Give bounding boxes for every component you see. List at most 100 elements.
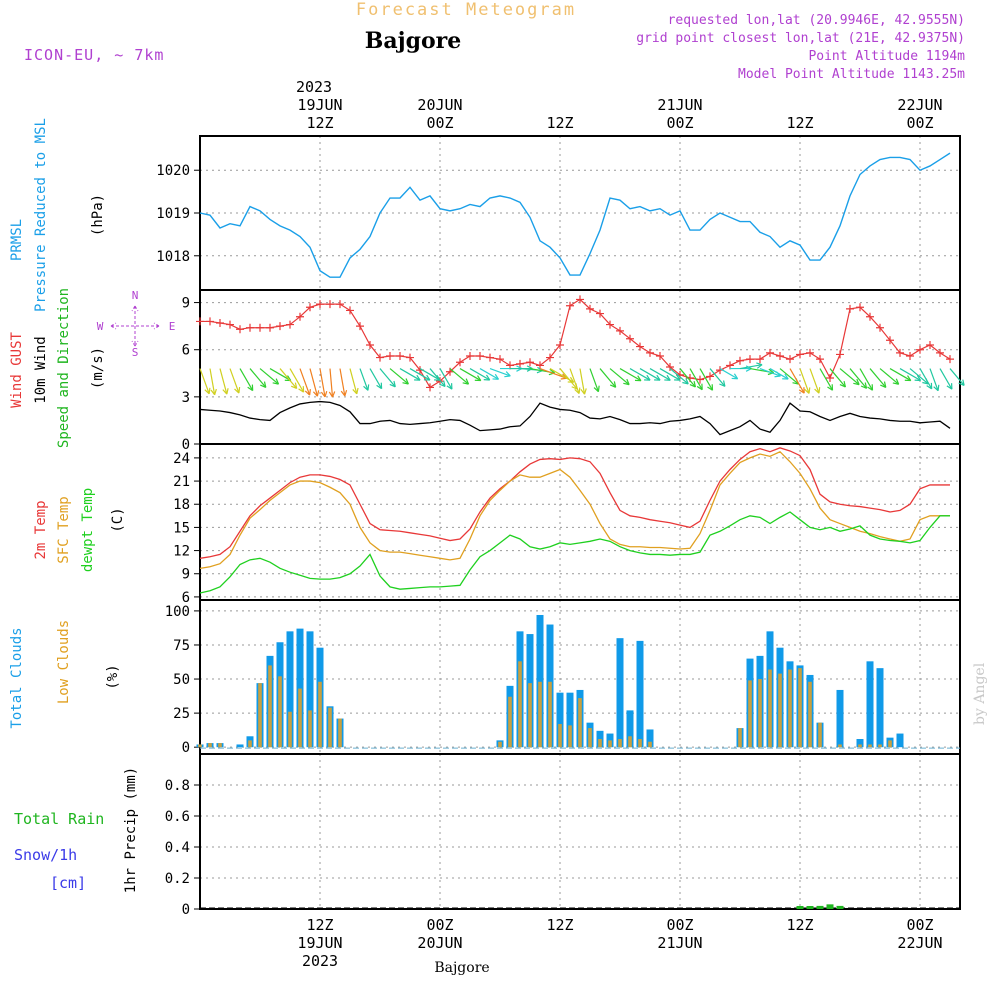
wind-arrowhead	[904, 375, 912, 382]
low-cloud-bar	[858, 744, 862, 748]
top-year-label: 2023	[296, 78, 332, 96]
wind-arrow	[669, 368, 689, 385]
wind-arrow	[799, 368, 810, 394]
gust-marker	[946, 355, 954, 364]
wind-arrow	[259, 368, 279, 385]
gust-marker	[286, 320, 294, 329]
watermark: by Angel	[972, 662, 988, 725]
low-cloud-bar	[248, 740, 252, 748]
clouds-unit: (%)	[105, 664, 121, 689]
wind-arrow	[919, 368, 933, 390]
wind-arrow	[289, 368, 305, 393]
wind-arrow	[319, 368, 326, 398]
gust-marker	[626, 334, 634, 343]
gust-marker	[246, 323, 254, 332]
wind-arrow	[819, 368, 834, 391]
bottom-hour-label: 00Z	[426, 916, 453, 934]
temp-2m-line	[199, 447, 950, 559]
gust-marker	[316, 300, 324, 309]
low-cloud-bar	[258, 683, 262, 748]
wind-arrow	[609, 368, 630, 386]
wind-arrow	[299, 368, 311, 396]
y-tick-label: 18	[173, 497, 190, 513]
y-tick-label: 0.2	[165, 871, 190, 887]
gust-marker	[646, 348, 654, 357]
wind-arrow	[869, 368, 887, 388]
wind-arrow	[769, 368, 789, 380]
wind-arrowhead	[260, 381, 267, 388]
top-hour-label: 00Z	[426, 114, 453, 132]
wind-ylabel-line1: 10m Wind	[33, 336, 49, 403]
low-cloud-bar	[198, 744, 202, 748]
wind-arrowhead	[814, 387, 821, 394]
wind-arrow	[459, 368, 482, 382]
wind-arrow	[479, 368, 499, 380]
wind-arrow	[599, 368, 617, 388]
low-cloud-bar	[798, 668, 802, 748]
wind-arrowhead	[782, 373, 789, 380]
wind-arrowhead	[867, 384, 874, 391]
wind-arrow	[209, 368, 216, 395]
total-cloud-bar	[626, 710, 634, 748]
y-tick-label: 21	[173, 474, 190, 490]
wind-arrowhead	[474, 375, 482, 382]
model-label: ICON-EU, ~ 7km	[24, 46, 164, 64]
y-tick-label: 0	[182, 437, 190, 453]
total-cloud-bar	[896, 733, 904, 748]
gust-marker	[456, 358, 464, 367]
gust-marker	[706, 372, 714, 381]
gust-marker	[216, 319, 224, 327]
wind-arrowhead	[926, 382, 933, 390]
low-cloud-bar	[868, 744, 872, 748]
top-hour-label: 12Z	[546, 114, 573, 132]
panel-frame	[199, 289, 961, 445]
wind-arrow	[489, 368, 511, 377]
wind-arrow	[439, 368, 453, 390]
wind-arrow	[339, 368, 346, 397]
wind-arrow	[249, 368, 267, 388]
gust-marker	[846, 304, 854, 313]
gust-marker	[236, 325, 244, 334]
bottom-hour-label: 00Z	[906, 916, 933, 934]
low-cloud-bar	[498, 741, 502, 748]
wind-arrowhead	[462, 378, 470, 385]
wind-arrow	[829, 368, 846, 388]
clouds-panel: 0 25 50 75 100	[165, 599, 961, 756]
gust-marker	[906, 352, 914, 360]
bottom-date-label: 19JUN	[297, 934, 342, 952]
compass-west: W	[97, 320, 104, 333]
wind-arrowhead	[423, 374, 431, 381]
gust-marker	[466, 352, 474, 360]
gust-marker	[326, 300, 334, 309]
wind-arrow	[349, 368, 358, 395]
wind-arrowhead	[328, 391, 336, 398]
wind-arrowhead	[376, 382, 383, 390]
total-cloud-bar	[836, 689, 844, 748]
gust-marker	[926, 341, 934, 349]
gust-marker	[796, 350, 804, 359]
temperature-panel: 6 9 12 15 18 21 24	[173, 443, 961, 606]
gust-marker	[826, 374, 834, 382]
wind-arrowhead	[389, 380, 396, 388]
wind-ylabel-line2: Speed and Direction	[56, 288, 72, 448]
wind-arrowhead	[839, 380, 847, 388]
wind-arrowhead	[682, 378, 689, 385]
low-cloud-bar	[268, 665, 272, 748]
gust-marker	[406, 353, 414, 362]
wind-arrowhead	[689, 380, 697, 388]
gust-marker	[266, 323, 274, 332]
temp-ylabel-dewpt: dewpt Temp	[80, 488, 96, 572]
point-altitude: Point Altitude 1194m	[808, 49, 965, 64]
y-tick-label: 3	[182, 390, 190, 406]
wind-arrow	[719, 368, 738, 380]
low-cloud-bar	[588, 728, 592, 748]
low-cloud-bar	[548, 681, 552, 748]
wind-arrowhead	[312, 390, 320, 397]
total-cloud-bar	[606, 733, 614, 748]
wind-arrow	[939, 368, 953, 390]
low-cloud-bar	[578, 698, 582, 748]
total-cloud-bar	[876, 668, 884, 748]
wind-arrow	[909, 368, 929, 385]
gust-marker	[656, 352, 664, 360]
y-tick-label: 9	[182, 296, 190, 312]
